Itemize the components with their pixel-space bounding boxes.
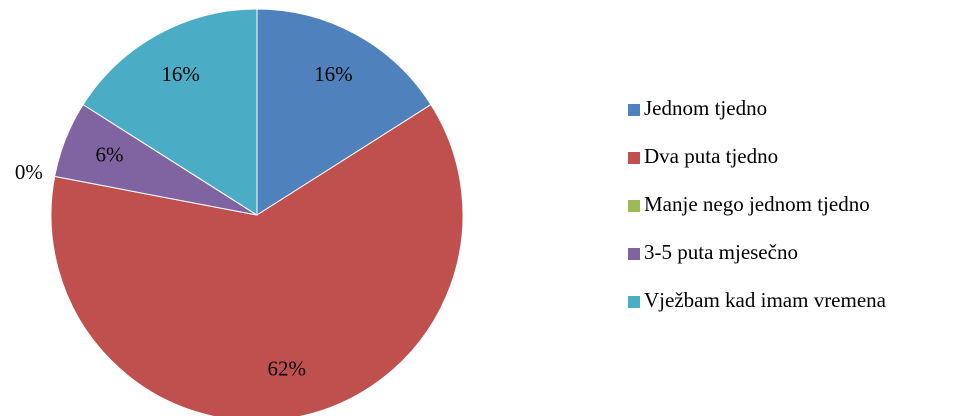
legend-swatch	[628, 200, 640, 212]
legend-swatch	[628, 152, 640, 164]
slice-label: 16%	[161, 62, 200, 86]
slice-label: 16%	[314, 62, 353, 86]
pie-slice	[256, 8, 432, 216]
legend-label: Jednom tjedno	[644, 96, 767, 120]
slice-label: 0%	[15, 160, 43, 184]
pie-slice	[50, 103, 464, 416]
slice-label: 6%	[96, 142, 124, 166]
legend-swatch	[628, 104, 640, 116]
legend-label: Dva puta tjedno	[644, 144, 778, 168]
legend-swatch	[628, 296, 640, 308]
slice-label: 62%	[267, 357, 306, 381]
legend-label: Manje nego jednom tjedno	[644, 192, 870, 216]
pie-slice	[82, 8, 258, 216]
legend-label: Vježbam kad imam vremena	[644, 288, 887, 312]
legend-label: 3-5 puta mjesečno	[644, 240, 798, 264]
legend-swatch	[628, 248, 640, 260]
